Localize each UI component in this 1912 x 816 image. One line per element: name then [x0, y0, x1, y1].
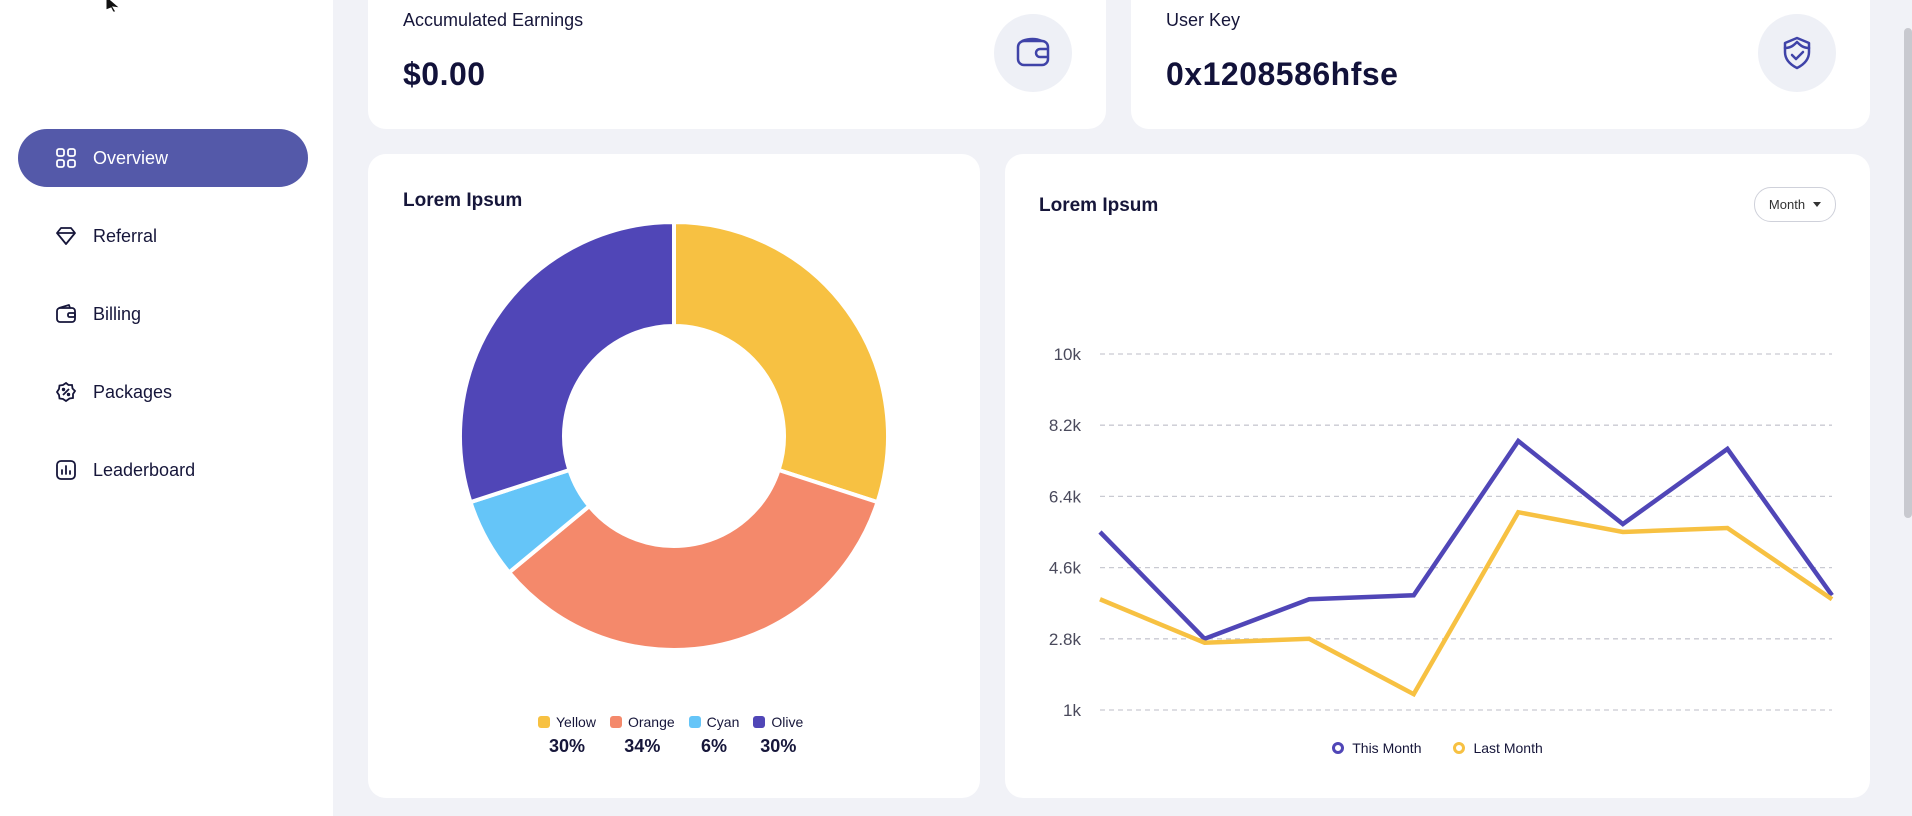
legend-item-yellow: Yellow 30%	[538, 714, 596, 757]
sidebar-item-overview[interactable]: Overview	[18, 129, 308, 187]
legend-swatch-olive	[753, 716, 766, 728]
legend-label: This Month	[1352, 740, 1422, 756]
discount-badge-icon	[55, 381, 77, 403]
earnings-value: $0.00	[403, 56, 486, 92]
sidebar-item-referral[interactable]: Referral	[18, 207, 308, 265]
y-tick-label: 6.4k	[1049, 487, 1082, 506]
sidebar-item-label: Overview	[93, 147, 169, 168]
user-key-label: User Key	[1166, 10, 1241, 30]
earnings-card: Accumulated Earnings $0.00	[368, 0, 1106, 129]
legend-percent: 6%	[701, 736, 728, 756]
y-tick-label: 2.8k	[1049, 630, 1082, 649]
legend-percent: 34%	[624, 736, 661, 756]
legend-item-orange: Orange 34%	[609, 714, 675, 757]
y-tick-label: 4.6k	[1049, 559, 1082, 578]
sidebar-item-leaderboard[interactable]: Leaderboard	[18, 441, 308, 499]
legend-item-cyan: Cyan 6%	[688, 714, 740, 757]
sidebar-item-label: Billing	[93, 303, 142, 324]
shield-check-icon	[1783, 36, 1811, 70]
earnings-label: Accumulated Earnings	[403, 10, 584, 30]
series-line-last-month	[1099, 509, 1834, 698]
line-chart-title: Lorem Ipsum	[1039, 195, 1159, 216]
sidebar-nav: Overview Referral Billing	[18, 129, 308, 519]
user-key-card: User Key 0x1208586hfse	[1131, 0, 1870, 129]
legend-label: Cyan	[706, 714, 740, 730]
donut-slice-yellow	[672, 224, 890, 505]
legend-item-olive: Olive 30%	[753, 714, 803, 757]
wallet-icon	[1016, 37, 1050, 67]
legend-swatch-cyan	[688, 716, 701, 728]
line-chart-card: Lorem Ipsum Month 10k 8.2k 6.4k 4.6k 2.8k 1k …	[1005, 154, 1870, 798]
period-select-value: Month	[1768, 197, 1806, 212]
legend-label: Olive	[771, 714, 804, 730]
grid-icon	[55, 147, 77, 169]
mouse-cursor-icon	[105, 0, 122, 12]
legend-percent: 30%	[548, 736, 585, 756]
legend-percent: 30%	[760, 736, 797, 756]
donut-chart-card: Lorem Ipsum Yellow 30% Orange 34% Cyan 6…	[368, 154, 980, 798]
donut-chart	[458, 224, 890, 652]
user-key-icon-badge	[1758, 14, 1836, 92]
legend-dot-this-month	[1332, 742, 1345, 754]
donut-slice-orange	[506, 467, 881, 652]
page-scrollbar[interactable]	[1904, 0, 1912, 816]
legend-item-last-month: Last Month	[1453, 740, 1543, 756]
user-key-value: 0x1208586hfse	[1166, 56, 1399, 92]
legend-dot-last-month	[1453, 742, 1466, 754]
scrollbar-thumb[interactable]	[1904, 28, 1912, 518]
donut-chart-title: Lorem Ipsum	[403, 190, 523, 211]
diamond-icon	[55, 225, 77, 247]
line-legend: This Month Last Month	[1005, 740, 1870, 756]
legend-item-this-month: This Month	[1332, 740, 1421, 756]
donut-legend: Yellow 30% Orange 34% Cyan 6% Olive 30%	[538, 714, 817, 757]
legend-label: Orange	[627, 714, 675, 730]
sidebar-item-label: Packages	[93, 381, 173, 402]
sidebar: Overview Referral Billing	[0, 0, 333, 816]
legend-label: Yellow	[556, 714, 596, 730]
legend-label: Last Month	[1473, 740, 1543, 756]
sidebar-item-label: Leaderboard	[93, 459, 196, 480]
legend-swatch-orange	[609, 716, 622, 728]
donut-slice-olive	[458, 224, 676, 505]
legend-swatch-yellow	[538, 716, 550, 728]
y-tick-label: 1k	[1063, 701, 1081, 720]
line-chart: 10k 8.2k 6.4k 4.6k 2.8k 1k	[1049, 345, 1834, 720]
sidebar-item-label: Referral	[93, 225, 158, 246]
period-select[interactable]: Month	[1754, 187, 1836, 222]
y-tick-label: 10k	[1054, 345, 1082, 364]
earnings-icon-badge	[994, 14, 1072, 92]
wallet-icon	[55, 303, 77, 325]
y-tick-label: 8.2k	[1049, 416, 1082, 435]
series-line-this-month	[1098, 437, 1834, 642]
chevron-down-icon	[1813, 202, 1822, 207]
sidebar-item-packages[interactable]: Packages	[18, 363, 308, 421]
chart-box-icon	[55, 459, 77, 481]
sidebar-item-billing[interactable]: Billing	[18, 285, 308, 343]
